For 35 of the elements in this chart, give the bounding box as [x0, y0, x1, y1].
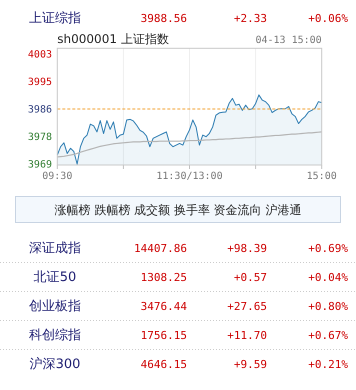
text: 上证综指	[29, 11, 81, 26]
text: +0.57	[234, 271, 267, 284]
text: +0.69%	[308, 242, 348, 255]
text: 3988.56	[140, 12, 187, 25]
x-tick-label: 15:00	[306, 171, 337, 182]
text: +0.06%	[308, 12, 348, 25]
text: 涨幅榜 跌幅榜 成交额 换手率 资金流向 沪港通	[54, 203, 302, 217]
x-tick-label: 11:30/13:00	[156, 171, 223, 182]
text: 沪深300	[30, 356, 80, 372]
text: 04-13 15:00	[255, 35, 322, 46]
y-tick-label: 3969	[28, 160, 52, 171]
text: +0.04%	[308, 271, 348, 284]
text: 北证50	[34, 270, 76, 285]
y-tick-label: 3995	[28, 76, 52, 88]
text: +11.70	[227, 329, 267, 342]
text: 深证成指	[29, 241, 81, 256]
text: +0.80%	[308, 300, 348, 313]
y-tick-label: 3986	[28, 104, 52, 116]
y-tick-label: 3978	[28, 132, 52, 143]
text: 4646.15	[140, 358, 187, 371]
y-tick-label: 4003	[28, 49, 52, 60]
text: +0.67%	[308, 329, 348, 342]
text: +0.21%	[308, 358, 348, 371]
text: +98.39	[227, 242, 267, 255]
text: +27.65	[227, 300, 267, 313]
text: +9.59	[234, 358, 267, 371]
chart-title: sh000001 上证指数	[57, 32, 169, 46]
text: 科创综指	[29, 328, 81, 343]
text: 创业板指	[29, 299, 81, 314]
text: +2.33	[234, 12, 267, 25]
text: 1308.25	[140, 271, 187, 284]
text: 1756.15	[140, 329, 187, 342]
x-tick-label: 09:30	[42, 171, 72, 182]
text: 14407.86	[134, 242, 187, 255]
text: 3476.44	[140, 300, 188, 313]
